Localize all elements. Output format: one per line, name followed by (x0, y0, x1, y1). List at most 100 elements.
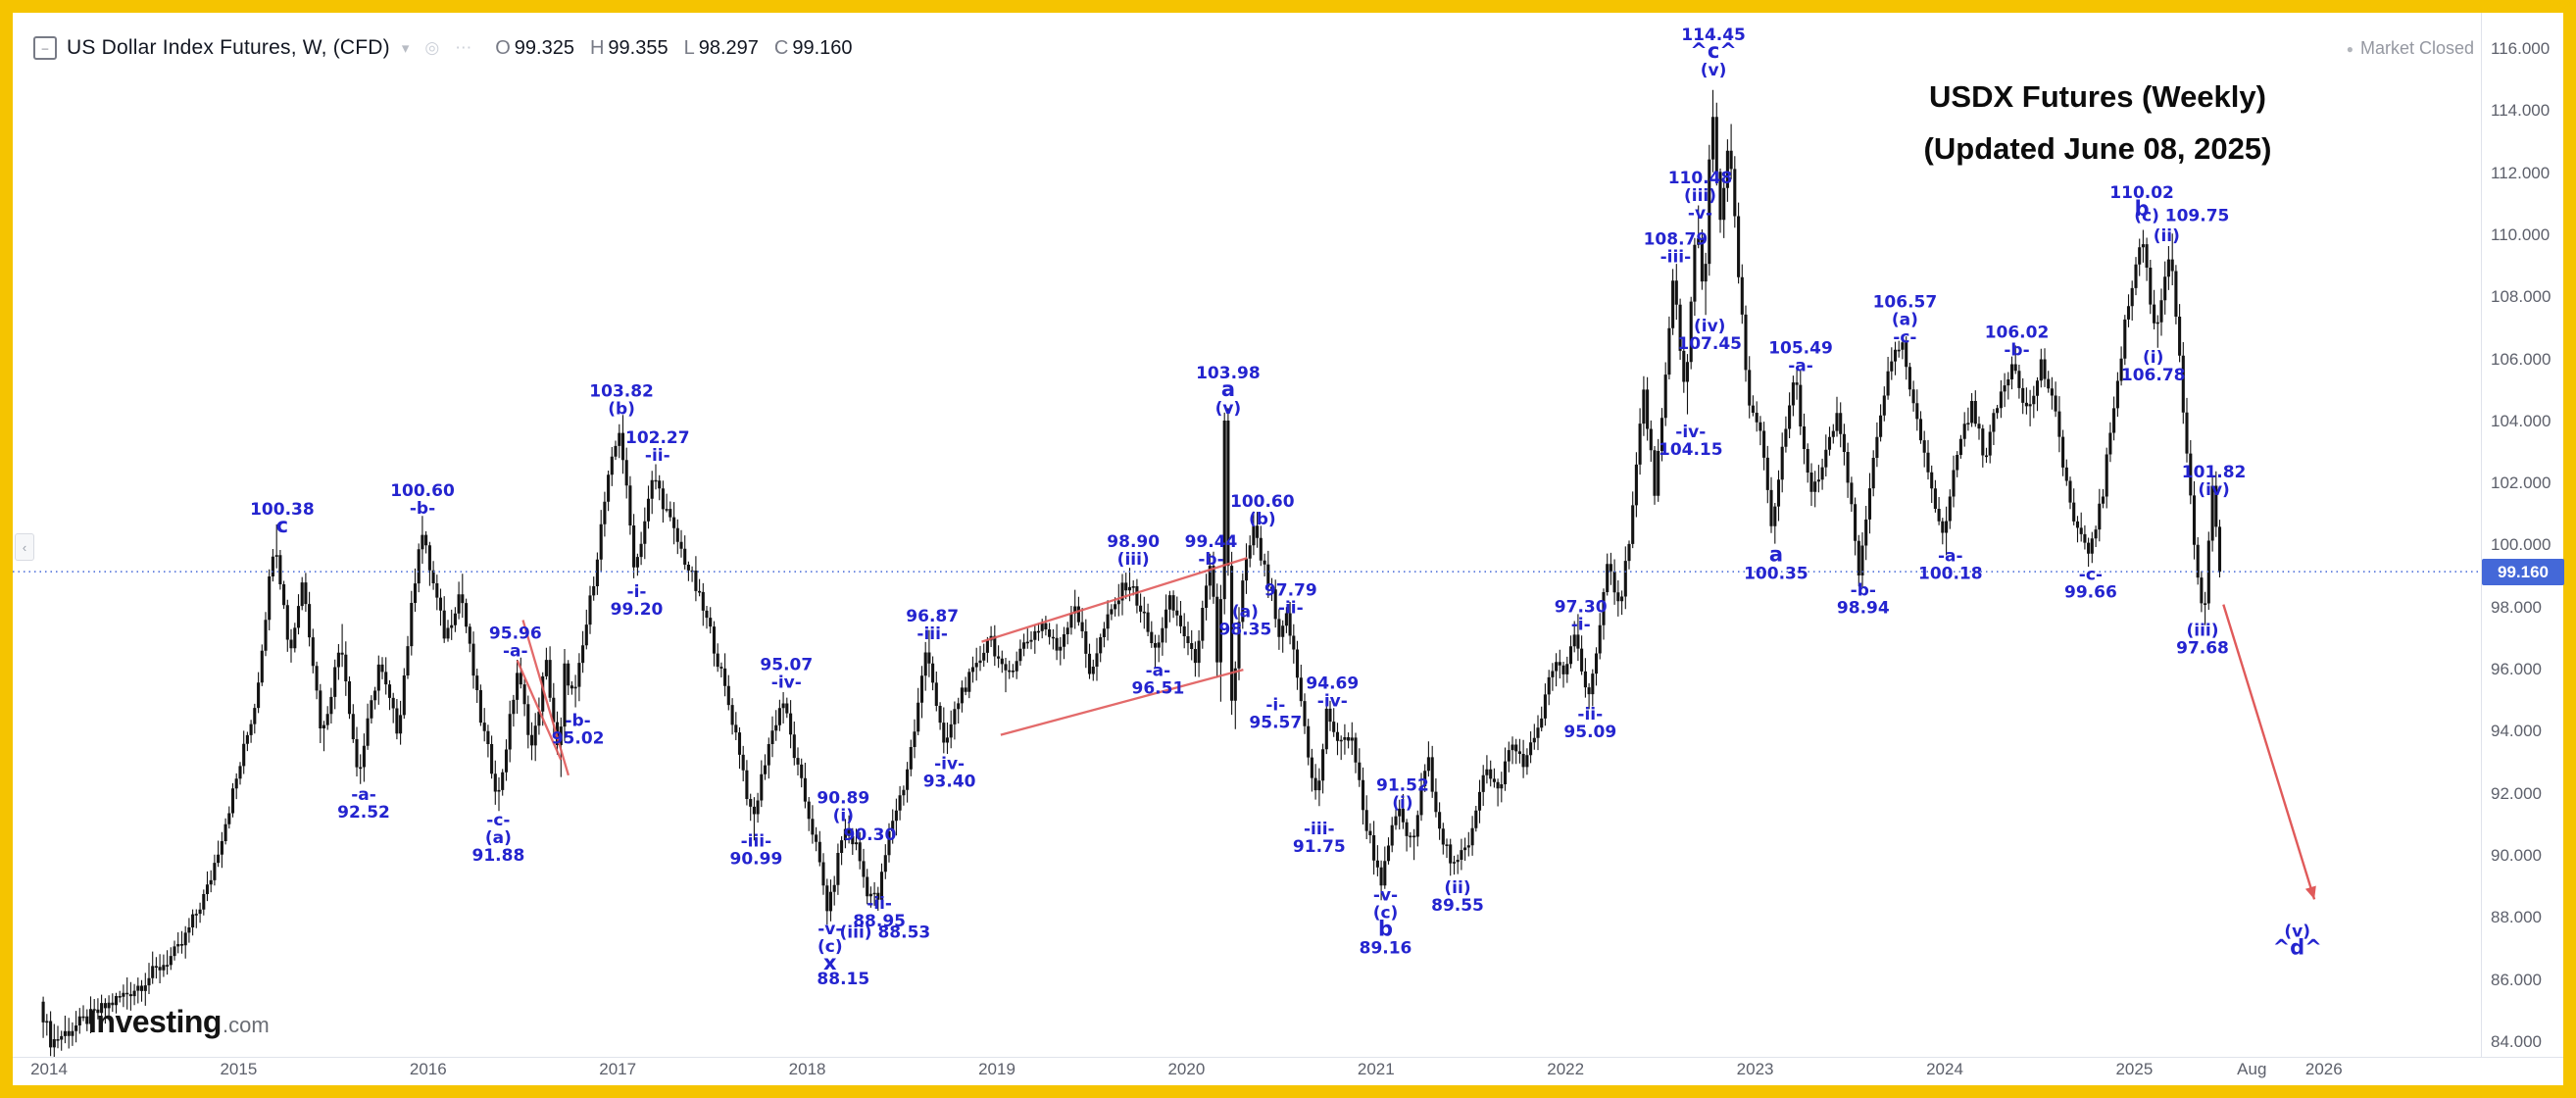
svg-text:-iii-90.99: -iii-90.99 (730, 832, 783, 870)
time-axis-label: 2025 (2115, 1060, 2154, 1078)
svg-text:-c-(a)91.88: -c-(a) 91.88 (472, 811, 525, 866)
time-axis-label: 2016 (409, 1060, 447, 1078)
svg-text:90.89(i): 90.89 (i) (817, 788, 869, 825)
svg-text:-c-99.66: -c-99.66 (2064, 566, 2117, 603)
price-axis-label: 116.000 (2491, 39, 2551, 58)
price-axis-label: 112.000 (2491, 163, 2551, 182)
last-price-label: 99.160 (2482, 559, 2564, 586)
svg-text:-i-99.20: -i-99.20 (611, 582, 664, 620)
time-axis-label: 2015 (220, 1060, 258, 1078)
time-axis-label: 2022 (1547, 1060, 1585, 1078)
legend: – US Dollar Index Futures, W, (CFD) ▾ ◎ … (33, 33, 853, 63)
svg-text:(iii) 88.53: (iii) 88.53 (840, 923, 931, 943)
chart-title-line2: (Updated June 08, 2025) (1923, 131, 2272, 166)
svg-text:94.69-iv-: 94.69 -iv- (1306, 674, 1359, 711)
svg-text:106.57(a)-c-: 106.57 (a) -c- (1873, 292, 1938, 347)
chevron-down-icon[interactable]: ▾ (401, 40, 410, 57)
svg-text:(v)^d^: (v) ^d^ (2273, 923, 2322, 960)
svg-text:-iv-104.15: -iv-104.15 (1659, 423, 1723, 460)
ohlc-values: O 99.325 H 99.355 L 98.297 C 99.160 (495, 37, 852, 60)
price-axis-label: 102.000 (2491, 474, 2551, 493)
time-axis-label: 2020 (1167, 1060, 1206, 1078)
y-axis-separator (2481, 13, 2482, 1057)
svg-text:103.82(b): 103.82 (b) (589, 382, 654, 420)
svg-text:95.07-iv-: 95.07 -iv- (760, 655, 813, 692)
svg-text:(ii): (ii) (2154, 226, 2180, 246)
price-axis-label: 110.000 (2491, 225, 2551, 244)
price-axis-label: 106.000 (2491, 349, 2551, 369)
svg-text:(a)98.35: (a) 98.35 (1219, 603, 1272, 640)
svg-text:-ii-88.95: -ii-88.95 (853, 894, 906, 931)
svg-text:(iv)107.45: (iv) 107.45 (1677, 317, 1742, 354)
svg-text:-v-(c)x: -v-(c) x (817, 920, 843, 974)
svg-text:106.02-b-: 106.02 -b- (1985, 324, 2050, 361)
svg-text:105.49-a-: 105.49 -a- (1768, 338, 1833, 375)
svg-text:95.96-a-: 95.96 -a- (489, 624, 542, 662)
time-axis-label: 2026 (2304, 1060, 2343, 1078)
more-icon[interactable]: ⋯ (455, 38, 472, 57)
svg-text:-ii-95.09: -ii-95.09 (1563, 705, 1616, 742)
panel-collapse-tab[interactable]: ‹ (15, 533, 34, 561)
price-axis-label: 104.000 (2491, 411, 2551, 430)
ohlc-value: H 99.355 (589, 36, 669, 59)
price-axis-label: 114.000 (2491, 101, 2551, 121)
ohlc-value: L 98.297 (683, 36, 759, 59)
time-axis-label: 2017 (599, 1060, 637, 1078)
svg-text:100.60(b): 100.60 (b) (1230, 492, 1295, 529)
market-status-label: Market Closed (2359, 38, 2474, 58)
x-axis-separator (13, 1057, 2563, 1058)
eye-icon[interactable]: ◎ (424, 38, 440, 57)
time-axis-label: 2021 (1357, 1060, 1395, 1078)
svg-text:88.15: 88.15 (817, 970, 869, 989)
svg-text:98.90(iii): 98.90 (iii) (1107, 532, 1160, 570)
svg-text:102.27-ii-: 102.27 -ii- (625, 428, 690, 466)
time-axis-label: 2024 (1926, 1060, 1963, 1078)
status-dot-icon: ● (2346, 41, 2353, 56)
svg-text:-iii-91.75: -iii-91.75 (1293, 820, 1346, 857)
svg-text:103.98a(v): 103.98 a (v) (1196, 364, 1261, 419)
svg-text:(c) 109.75: (c) 109.75 (2134, 206, 2229, 225)
svg-text:97.30-i-: 97.30 -i- (1555, 598, 1608, 635)
svg-text:-b-98.94: -b-98.94 (1837, 580, 1890, 618)
svg-text:114.45^c^(v): 114.45 ^c^ (v) (1681, 25, 1746, 80)
svg-text:96.87-iii-: 96.87 -iii- (906, 607, 959, 644)
svg-text:101.82(iv): 101.82 (iv) (2182, 463, 2247, 500)
svg-text:97.79-ii-: 97.79 -ii- (1264, 580, 1317, 618)
legend-collapse-icon[interactable]: – (33, 36, 57, 60)
logo-tld: .com (222, 1013, 270, 1037)
svg-text:-a-100.18: -a-100.18 (1918, 547, 1983, 584)
svg-text:110.48(iii)-v-: 110.48 (iii) -v- (1668, 169, 1733, 224)
price-axis-label: 90.000 (2491, 846, 2542, 866)
chart-background (13, 13, 2563, 1085)
price-axis-label: 88.000 (2491, 908, 2542, 927)
investing-logo[interactable]: Investing .com (88, 1004, 270, 1040)
price-axis-label: 92.000 (2491, 783, 2542, 803)
svg-text:(iii)97.68: (iii) 97.68 (2176, 622, 2229, 659)
price-axis-label: 108.000 (2491, 287, 2551, 307)
svg-text:-i-95.57: -i-95.57 (1249, 695, 1302, 732)
symbol-title[interactable]: US Dollar Index Futures, W, (CFD) (67, 36, 390, 59)
svg-text:-b-95.02: -b-95.02 (552, 711, 605, 748)
chart-title-annotation: USDX Futures (Weekly) (Updated June 08, … (1867, 71, 2328, 175)
svg-text:(i)106.78: (i) 106.78 (2121, 348, 2186, 385)
ohlc-value: C 99.160 (773, 36, 853, 59)
market-status: ● Market Closed (2347, 38, 2474, 59)
price-chart-canvas[interactable]: 100.38 c 100.60 -b- 103.82 (b) 102.27 -ii- -i-99… (13, 13, 2481, 1057)
svg-text:100.38c: 100.38 c (250, 500, 315, 537)
svg-text:110.02b: 110.02 b (2109, 183, 2174, 221)
svg-text:100.60-b-: 100.60 -b- (390, 481, 455, 519)
svg-text:-v-(c)b89.16: -v-(c) b 89.16 (1360, 886, 1412, 959)
price-axis-label: 96.000 (2491, 660, 2542, 679)
svg-text:90.30: 90.30 (844, 825, 897, 845)
price-axis[interactable]: 116.000 114.000 112.000 110.000 108.000 106.0… (2482, 13, 2563, 1057)
ohlc-value: O 99.325 (495, 36, 574, 59)
price-axis-label: 98.000 (2491, 597, 2542, 617)
price-axis-label: 86.000 (2491, 970, 2542, 989)
time-axis-label: Aug (2237, 1060, 2267, 1078)
price-axis-label: 84.000 (2491, 1031, 2542, 1051)
time-axis[interactable]: 2014 2015 2016 2017 2018 2019 2020 2021 2022 2023… (13, 1060, 2563, 1085)
time-axis-label: 2014 (30, 1060, 68, 1078)
svg-text:-iv-93.40: -iv-93.40 (923, 755, 976, 792)
svg-text:-a-92.52: -a-92.52 (337, 785, 390, 823)
time-axis-label: 2018 (788, 1060, 826, 1078)
